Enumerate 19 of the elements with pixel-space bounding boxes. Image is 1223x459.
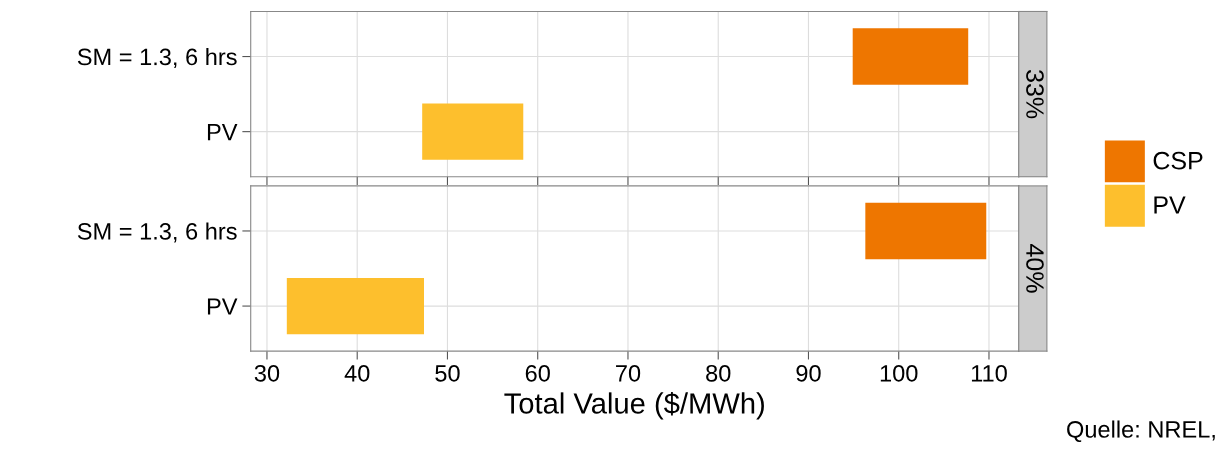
x-tick-label: 100 — [880, 364, 918, 382]
x-tick-label: 40 — [344, 364, 370, 382]
legend-label: CSP — [1153, 151, 1203, 170]
legend-label: PV — [1154, 196, 1186, 214]
x-tick-label: 60 — [525, 364, 550, 382]
x-tick-label: 70 — [616, 364, 641, 382]
x-axis-title: Total Value ($/MWh) — [504, 391, 764, 420]
x-tick-label: 80 — [706, 364, 731, 382]
x-tick-label: 110 — [971, 364, 1007, 382]
y-tick-label: PV — [207, 298, 238, 315]
y-tick-label: SM = 1.3, 6 hrs — [77, 47, 237, 69]
text: 40% — [1026, 244, 1044, 293]
text: 33% — [1026, 70, 1044, 119]
x-tick-label: 50 — [435, 364, 460, 382]
y-tick-label: PV — [207, 123, 238, 141]
x-tick-label: 30 — [254, 364, 280, 382]
source-note: Quelle: NREL, — [1067, 420, 1215, 443]
x-tick-label: 90 — [796, 364, 821, 382]
y-tick-label: SM = 1.3, 6 hrs — [77, 222, 237, 243]
